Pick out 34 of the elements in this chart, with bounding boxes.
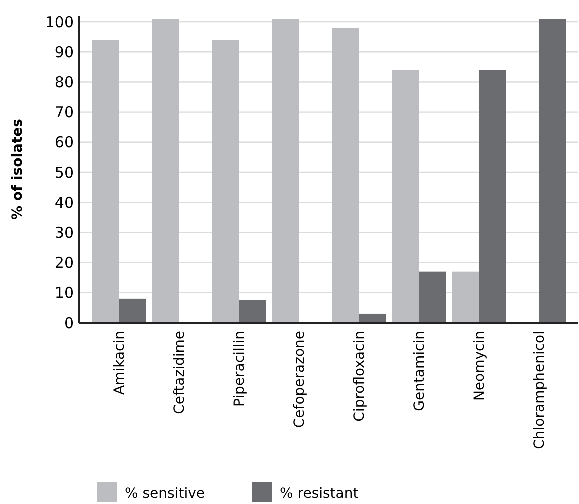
- y-axis-title: % of isolates: [10, 118, 26, 220]
- bar: [539, 19, 566, 323]
- x-tick-label: Gentamicin: [412, 331, 428, 412]
- bar: [212, 40, 239, 323]
- legend-label: % sensitive: [125, 486, 205, 502]
- y-tick-label: 100: [45, 13, 74, 32]
- bar: [152, 19, 179, 323]
- bar: [392, 70, 419, 323]
- bar: [332, 28, 359, 323]
- x-tick-label: Ciprofloxacin: [352, 331, 368, 422]
- x-tick-label: Amikacin: [112, 331, 128, 396]
- x-tick-label: Cefoperazone: [292, 331, 308, 428]
- y-tick-label: 20: [54, 254, 74, 272]
- x-tick-label: Piperacillin: [232, 331, 248, 407]
- bar: [92, 40, 119, 323]
- bar: [272, 19, 299, 323]
- y-tick-label: 70: [54, 104, 74, 122]
- bar: [419, 272, 446, 323]
- bar: [119, 298, 146, 323]
- x-tick-label: Neomycin: [472, 331, 488, 402]
- y-tick-label: 10: [54, 284, 74, 302]
- bar: [239, 300, 266, 323]
- x-tick-label: Ceftazidime: [172, 331, 188, 414]
- bar: [452, 272, 479, 323]
- y-tick-label: 60: [54, 134, 74, 152]
- legend-label: % resistant: [280, 486, 360, 502]
- y-tick-label: 0: [64, 314, 74, 332]
- y-tick-label: 30: [54, 224, 74, 242]
- x-tick-label: Chloramphenicol: [532, 331, 548, 450]
- y-tick-label: 50: [54, 164, 74, 182]
- bar: [479, 70, 506, 323]
- y-tick-label: 90: [54, 43, 74, 62]
- y-tick-label: 80: [54, 73, 74, 92]
- y-tick-label: 40: [54, 194, 74, 212]
